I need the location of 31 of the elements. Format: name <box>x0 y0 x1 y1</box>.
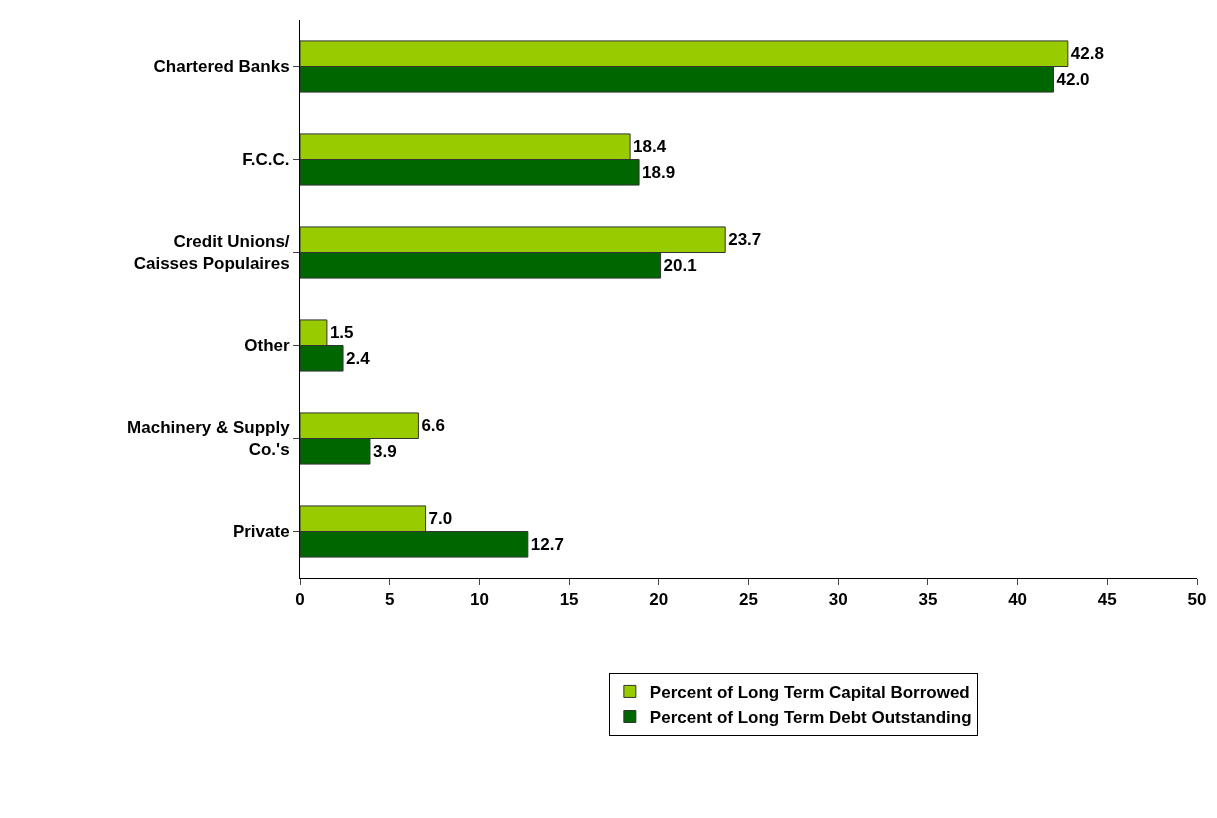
x-tick-label: 30 <box>828 590 848 610</box>
data-label: 3.9 <box>372 441 397 461</box>
y-tick-label: Chartered Banks <box>153 57 290 77</box>
data-label: 20.1 <box>663 255 697 275</box>
data-label: 42.8 <box>1070 44 1104 64</box>
data-label: 18.9 <box>642 162 676 182</box>
x-tick-label: 10 <box>469 590 489 610</box>
x-tick-label: 35 <box>918 590 938 610</box>
y-tick-label: Machinery & Supply Co.'s <box>127 418 291 460</box>
legend-label: Percent of Long Term Capital Borrowed <box>649 683 970 703</box>
y-tick-label: Private <box>232 522 290 542</box>
x-tick-label: 20 <box>649 590 669 610</box>
y-tick-label: Credit Unions/ Caisses Populaires <box>133 232 290 274</box>
legend-label: Percent of Long Term Debt Outstanding <box>649 708 972 728</box>
x-tick-label: 45 <box>1097 590 1117 610</box>
data-label: 18.4 <box>633 137 667 157</box>
x-tick-label: 0 <box>295 590 305 610</box>
data-label: 6.6 <box>421 416 446 436</box>
x-tick-label: 40 <box>1008 590 1028 610</box>
x-tick-label: 5 <box>384 590 395 610</box>
data-label: 7.0 <box>428 509 453 529</box>
x-tick-label: 15 <box>559 590 579 610</box>
data-label: 2.4 <box>346 348 371 368</box>
data-label: 23.7 <box>728 230 762 250</box>
data-label: 42.0 <box>1056 69 1090 89</box>
data-label: 1.5 <box>329 323 354 343</box>
x-tick-label: 50 <box>1187 590 1207 610</box>
y-tick-label: F.C.C. <box>242 150 290 170</box>
data-label: 12.7 <box>530 534 564 554</box>
y-tick-label: Other <box>244 336 290 356</box>
x-tick-label: 25 <box>739 590 758 610</box>
